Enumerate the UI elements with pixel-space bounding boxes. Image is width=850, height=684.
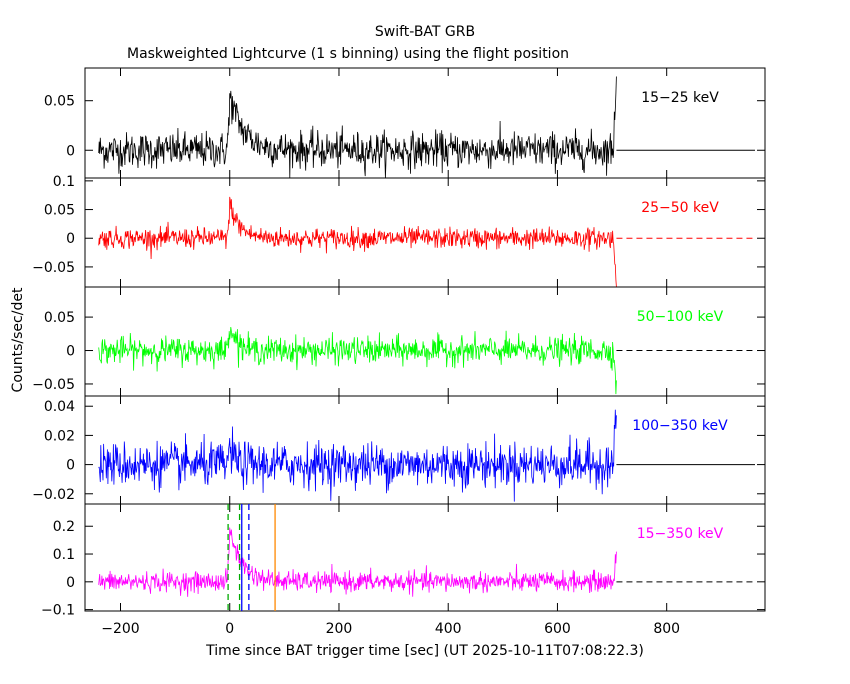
y-tick-label: 0.05 (44, 310, 75, 326)
panel-1: −0.05 0 0.05 0.1 25−50 keV (32, 174, 766, 288)
y-tick-label: 0 (66, 344, 75, 360)
y-tick-label: 0.1 (53, 547, 75, 563)
panel-0: 0 0.05 15−25 keV (44, 67, 766, 179)
y-tick-label: 0 (66, 231, 75, 247)
x-tick-label: 800 (653, 621, 680, 637)
chart-title: Swift-BAT GRB (375, 24, 475, 40)
y-tick-label: 0.04 (44, 399, 75, 415)
y-tick-label: −0.05 (32, 260, 75, 276)
band-label: 15−25 keV (641, 90, 719, 106)
y-tick-label: 0.05 (44, 203, 75, 219)
y-tick-label: 0 (66, 458, 75, 474)
y-tick-label: −0.1 (41, 603, 75, 619)
panel-frame (84, 286, 766, 397)
chart-subtitle: Maskweighted Lightcurve (1 s binning) us… (127, 46, 569, 62)
panel-frame (84, 503, 766, 612)
y-tick-label: 0.02 (44, 428, 75, 444)
x-tick-label: 400 (435, 621, 462, 637)
band-label: 15−350 keV (637, 526, 724, 542)
y-axis-label: Counts/sec/det (10, 287, 26, 392)
y-tick-label: −0.02 (32, 487, 75, 503)
panel-3: −0.02 0 0.02 0.04 100−350 keV (32, 395, 766, 505)
x-tick-label: −200 (101, 621, 139, 637)
series-line (98, 76, 617, 179)
x-tick-label: 600 (544, 621, 571, 637)
panel-frame (84, 67, 766, 179)
series-line (98, 196, 617, 288)
band-label: 25−50 keV (641, 200, 719, 216)
y-tick-label: −0.05 (32, 377, 75, 393)
x-axis-label: Time since BAT trigger time [sec] (UT 20… (205, 643, 644, 659)
band-label: 50−100 keV (637, 309, 724, 325)
series-line (98, 527, 617, 597)
panel-4: −0.1 0 0.1 0.2 15−350 keV (41, 503, 766, 619)
series-line (98, 409, 617, 502)
x-tick-label: 200 (326, 621, 353, 637)
y-tick-label: 0.2 (53, 519, 75, 535)
y-tick-label: 0 (66, 575, 75, 591)
x-tick-label: 0 (225, 621, 234, 637)
y-tick-label: 0.1 (53, 174, 75, 190)
series-line (98, 326, 617, 395)
panel-2: −0.05 0 0.05 50−100 keV (32, 286, 766, 397)
y-tick-label: 0.05 (44, 94, 75, 110)
band-label: 100−350 keV (632, 418, 728, 434)
y-tick-label: 0 (66, 143, 75, 159)
